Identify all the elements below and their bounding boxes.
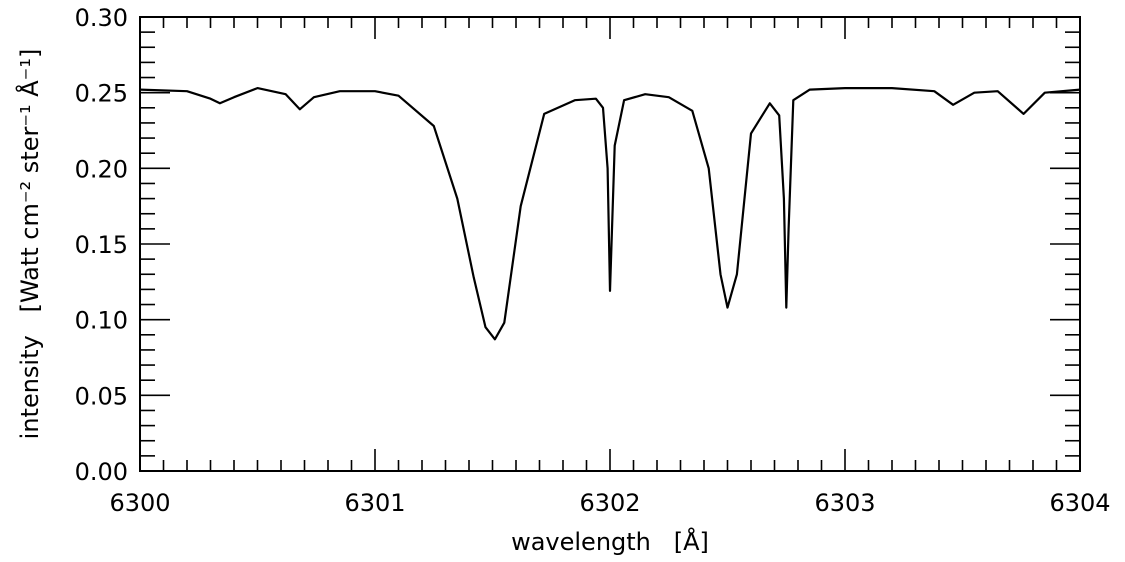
x-axis-label: wavelength [Å] <box>511 527 709 556</box>
x-tick-label: 6304 <box>1049 489 1110 517</box>
x-tick-label: 6300 <box>109 489 170 517</box>
plot-frame <box>139 16 1081 472</box>
x-tick-label: 6302 <box>579 489 640 517</box>
y-tick-label: 0.05 <box>75 382 128 410</box>
y-tick-label: 0.25 <box>75 80 128 108</box>
x-tick-label: 6303 <box>814 489 875 517</box>
y-tick-label: 0.20 <box>75 155 128 183</box>
y-tick-label: 0.15 <box>75 231 128 259</box>
y-tick-label: 0.30 <box>75 4 128 32</box>
intensity-spectrum-line <box>139 87 1081 341</box>
y-tick-label: 0.00 <box>75 458 128 486</box>
tick-labels: 6300 6301 6302 6303 6304 0.00 0.05 0.10 0.15 0.20… <box>75 4 1111 517</box>
x-tick-label: 6301 <box>344 489 405 517</box>
y-tick-label: 0.10 <box>75 307 128 335</box>
y-axis-label: intensity [Watt cm⁻² ster⁻¹ Å⁻¹] <box>15 49 44 440</box>
